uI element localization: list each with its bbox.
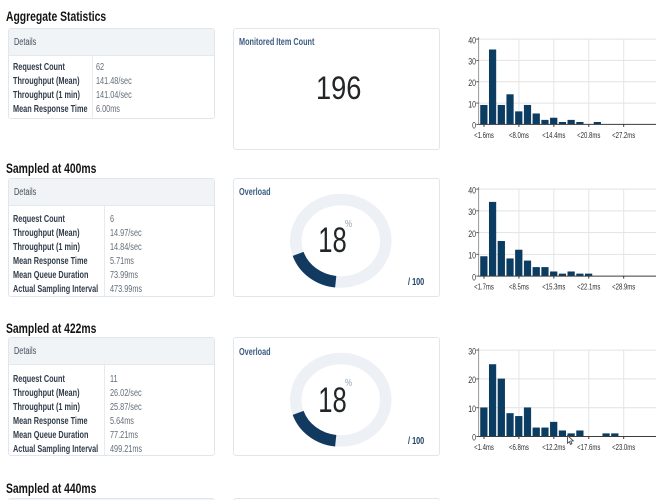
svg-text:<23.0ms: <23.0ms <box>612 444 636 452</box>
svg-text:<14.4ms: <14.4ms <box>542 132 566 140</box>
svg-text:<1.7ms: <1.7ms <box>474 284 494 292</box>
svg-text:30: 30 <box>468 207 476 217</box>
svg-text:30: 30 <box>468 346 476 356</box>
svg-text:0: 0 <box>472 121 476 131</box>
svg-text:20: 20 <box>468 78 476 88</box>
svg-text:10: 10 <box>468 251 476 261</box>
svg-text:<27.2ms: <27.2ms <box>612 132 636 140</box>
svg-text:0: 0 <box>472 272 476 282</box>
svg-text:10: 10 <box>468 404 476 414</box>
svg-text:<28.9ms: <28.9ms <box>612 284 636 292</box>
svg-text:40: 40 <box>468 35 476 45</box>
svg-text:<6.8ms: <6.8ms <box>509 444 529 452</box>
svg-text:10: 10 <box>468 99 476 109</box>
svg-text:40: 40 <box>468 185 476 195</box>
svg-text:<12.2ms: <12.2ms <box>542 444 566 452</box>
svg-text:20: 20 <box>468 375 476 385</box>
svg-text:<1.4ms: <1.4ms <box>474 444 494 452</box>
svg-text:0: 0 <box>472 433 476 443</box>
svg-text:<15.3ms: <15.3ms <box>542 284 566 292</box>
svg-text:<17.6ms: <17.6ms <box>577 444 601 452</box>
svg-text:<1.6ms: <1.6ms <box>474 132 494 140</box>
svg-text:<20.8ms: <20.8ms <box>577 132 601 140</box>
svg-text:20: 20 <box>468 229 476 239</box>
svg-text:<22.1ms: <22.1ms <box>577 284 601 292</box>
svg-text:30: 30 <box>468 57 476 67</box>
svg-text:<8.5ms: <8.5ms <box>509 284 529 292</box>
svg-text:<8.0ms: <8.0ms <box>509 132 529 140</box>
